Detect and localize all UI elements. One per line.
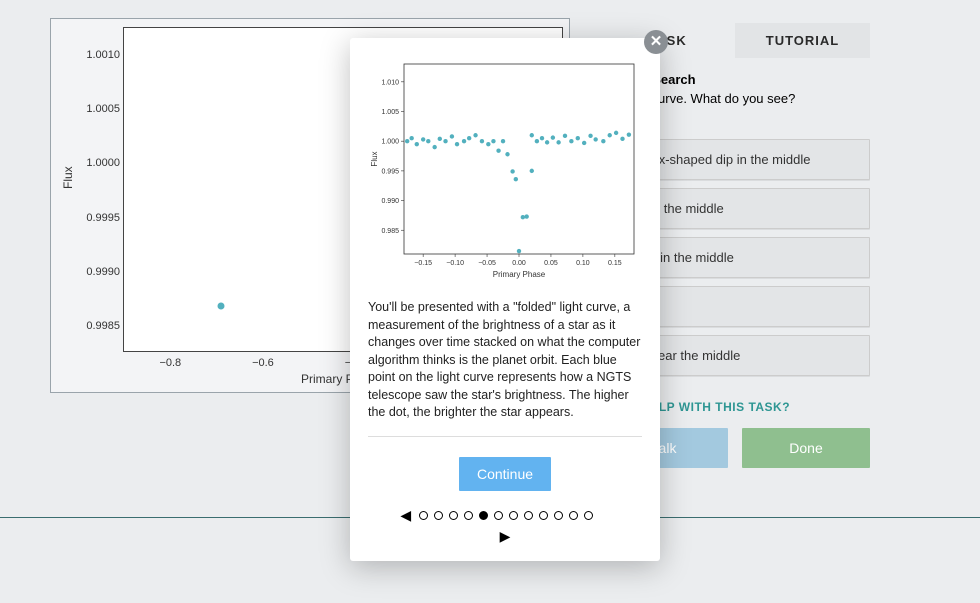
bg-ytick: 1.0010 — [86, 49, 124, 61]
tutorial-pager: ◀○ — [368, 507, 642, 524]
svg-text:0.995: 0.995 — [381, 168, 399, 175]
svg-text:−0.05: −0.05 — [478, 260, 496, 267]
pager-dot[interactable] — [464, 511, 473, 520]
bg-ytick: 0.9990 — [86, 266, 124, 278]
bg-ytick: 1.0000 — [86, 157, 124, 169]
pager-dot[interactable] — [449, 511, 458, 520]
done-button[interactable]: Done — [742, 428, 870, 468]
svg-text:0.990: 0.990 — [381, 198, 399, 205]
close-icon[interactable]: ✕ — [644, 30, 668, 54]
pager-dot[interactable] — [569, 511, 578, 520]
bg-ytick: 0.9995 — [86, 212, 124, 224]
svg-text:Flux: Flux — [370, 151, 379, 166]
bg-plot-ylabel: Flux — [61, 166, 75, 189]
svg-text:0.15: 0.15 — [608, 260, 622, 267]
continue-button[interactable]: Continue — [459, 457, 551, 491]
bg-xtick: −0.6 — [252, 357, 274, 369]
pager-dot[interactable] — [509, 511, 518, 520]
tutorial-modal: ✕ 0.9850.9900.9951.0001.0051.010−0.15−0.… — [350, 38, 660, 561]
pager-dot[interactable] — [524, 511, 533, 520]
bg-ytick: 1.0005 — [86, 103, 124, 115]
svg-text:−0.15: −0.15 — [414, 260, 432, 267]
svg-text:Primary Phase: Primary Phase — [493, 270, 546, 279]
modal-plot: 0.985 0.990 0.995 1.000 1.005 1.010 −0.15 −0.10… — [368, 58, 640, 280]
pager-dot[interactable] — [539, 511, 548, 520]
svg-text:1.005: 1.005 — [381, 109, 399, 116]
svg-text:−0.10: −0.10 — [446, 260, 464, 267]
pager-dot[interactable] — [584, 511, 593, 520]
pager-dot[interactable] — [479, 511, 488, 520]
pager-dot[interactable] — [434, 511, 443, 520]
pager-prev-icon[interactable]: ◀ — [398, 507, 413, 524]
svg-text:0.05: 0.05 — [544, 260, 558, 267]
svg-text:0.10: 0.10 — [576, 260, 590, 267]
pager-dot[interactable] — [419, 511, 428, 520]
svg-text:0.985: 0.985 — [381, 228, 399, 235]
svg-text:0.00: 0.00 — [512, 260, 526, 267]
pager-next-down-icon[interactable]: ▶ — [498, 528, 513, 545]
pager-dot[interactable] — [554, 511, 563, 520]
bg-plot-xlabel: Primary P — [301, 372, 354, 386]
tutorial-text: You'll be presented with a "folded" ligh… — [368, 299, 642, 437]
tab-tutorial[interactable]: TUTORIAL — [735, 23, 870, 58]
svg-text:1.000: 1.000 — [381, 139, 399, 146]
bg-data-point — [218, 303, 225, 310]
svg-text:1.010: 1.010 — [381, 79, 399, 86]
pager-dot[interactable] — [494, 511, 503, 520]
bg-xtick: −0.8 — [159, 357, 181, 369]
bg-ytick: 0.9985 — [86, 320, 124, 332]
